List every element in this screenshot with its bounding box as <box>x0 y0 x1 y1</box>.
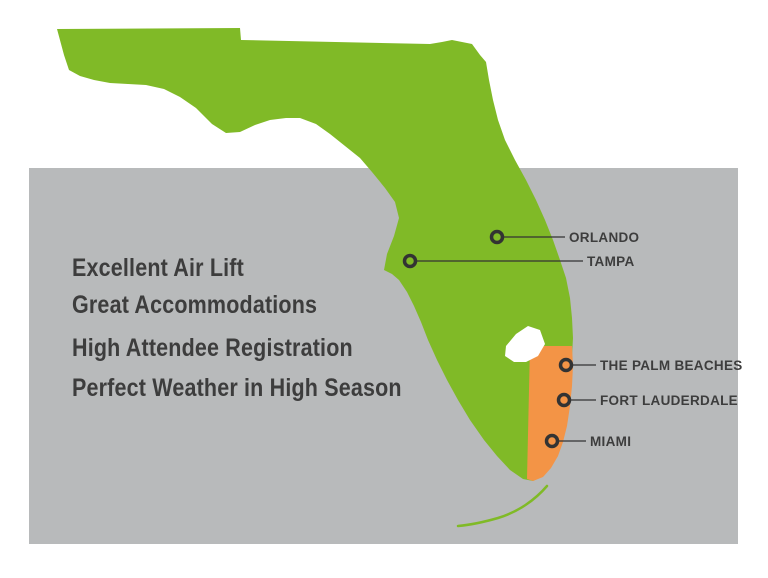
florida-keys <box>456 484 549 528</box>
city-label-orlando: ORLANDO <box>569 230 639 245</box>
feature-air-lift: Excellent Air Lift <box>72 254 244 282</box>
marker-orlando <box>489 229 505 245</box>
city-label-tampa: TAMPA <box>587 254 635 269</box>
feature-accommodations: Great Accommodations <box>72 291 318 319</box>
marker-tampa <box>402 253 418 269</box>
city-markers <box>402 229 574 449</box>
marker-palm-beaches <box>558 357 574 373</box>
feature-attendee-registration: High Attendee Registration <box>72 334 353 362</box>
feature-weather: Perfect Weather in High Season <box>72 374 402 402</box>
marker-fort-lauderdale <box>556 392 572 408</box>
florida-state-shape <box>57 28 573 481</box>
south-east-region <box>527 346 573 481</box>
city-label-palm-beaches: THE PALM BEACHES <box>600 358 743 373</box>
background-panel <box>29 168 738 544</box>
leader-lines <box>416 236 596 442</box>
lake-okeechobee <box>505 326 545 362</box>
city-label-miami: MIAMI <box>590 434 631 449</box>
marker-miami <box>544 433 560 449</box>
city-label-fort-lauderdale: FORT LAUDERDALE <box>600 393 738 408</box>
